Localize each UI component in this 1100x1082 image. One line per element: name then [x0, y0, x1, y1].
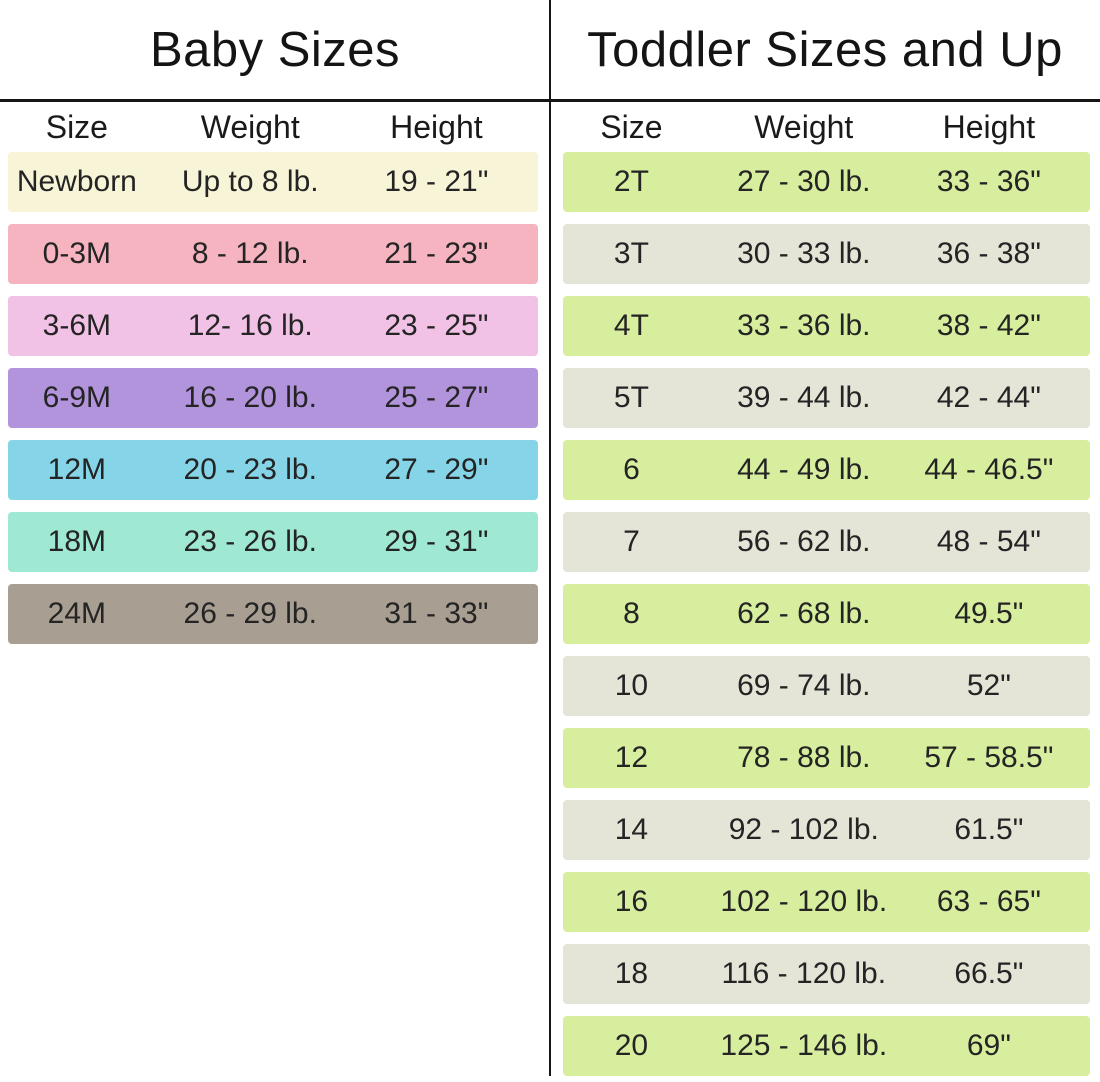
cell-height: 38 - 42"	[936, 309, 1041, 342]
cell-weight: 23 - 26 lb.	[183, 525, 317, 558]
table-row: 20 125 - 146 lb. 69"	[563, 1016, 1090, 1076]
cell-weight: 116 - 120 lb.	[721, 957, 887, 990]
toddler-column-headers: Size Weight Height	[563, 102, 1090, 152]
cell-size: 18M	[47, 525, 107, 558]
table-row: 14 92 - 102 lb. 61.5"	[563, 800, 1090, 860]
cell-weight: 62 - 68 lb.	[737, 597, 871, 630]
cell-size: 12	[614, 741, 649, 774]
baby-header-size: Size	[45, 108, 108, 145]
table-row: 6 44 - 49 lb. 44 - 46.5"	[563, 440, 1090, 500]
baby-rows: Newborn Up to 8 lb. 19 - 21" 0-3M 8 - 12 lb.…	[8, 152, 538, 644]
cell-height: 31 - 33"	[384, 597, 489, 630]
cell-height: 63 - 65"	[936, 885, 1041, 918]
cell-size: 5T	[613, 381, 649, 414]
cell-height: 36 - 38"	[936, 237, 1041, 270]
cell-weight: 16 - 20 lb.	[183, 381, 317, 414]
cell-size: 4T	[613, 309, 649, 342]
table-row: 7 56 - 62 lb. 48 - 54"	[563, 512, 1090, 572]
cell-size: 3-6M	[42, 309, 112, 342]
cell-weight: 20 - 23 lb.	[183, 453, 317, 486]
cell-size: 24M	[47, 597, 107, 630]
baby-sizes-panel: Baby Sizes Size Weight Height Newborn Up …	[8, 22, 538, 644]
baby-header-height: Height	[390, 108, 483, 145]
table-row: 12 78 - 88 lb. 57 - 58.5"	[563, 728, 1090, 788]
table-row: 3T 30 - 33 lb. 36 - 38"	[563, 224, 1090, 284]
cell-size: 6-9M	[42, 381, 112, 414]
cell-height: 49.5"	[954, 597, 1024, 630]
cell-weight: 56 - 62 lb.	[737, 525, 871, 558]
cell-size: 14	[614, 813, 649, 846]
cell-height: 42 - 44"	[936, 381, 1041, 414]
cell-weight: 26 - 29 lb.	[183, 597, 317, 630]
cell-weight: 33 - 36 lb.	[737, 309, 871, 342]
vertical-divider	[549, 0, 551, 1076]
table-row: 18 116 - 120 lb. 66.5"	[563, 944, 1090, 1004]
cell-height: 61.5"	[954, 813, 1024, 846]
cell-size: 7	[623, 525, 640, 558]
cell-height: 27 - 29"	[384, 453, 489, 486]
cell-height: 21 - 23"	[384, 237, 489, 270]
table-row: 3-6M 12- 16 lb. 23 - 25"	[8, 296, 538, 356]
table-row: 4T 33 - 36 lb. 38 - 42"	[563, 296, 1090, 356]
cell-weight: 12- 16 lb.	[187, 309, 313, 342]
table-row: 16 102 - 120 lb. 63 - 65"	[563, 872, 1090, 932]
cell-size: 2T	[613, 165, 649, 198]
cell-height: 48 - 54"	[936, 525, 1041, 558]
cell-height: 33 - 36"	[936, 165, 1041, 198]
table-row: 8 62 - 68 lb. 49.5"	[563, 584, 1090, 644]
cell-weight: 39 - 44 lb.	[737, 381, 871, 414]
baby-column-headers: Size Weight Height	[8, 102, 538, 152]
toddler-header-size: Size	[600, 108, 663, 145]
cell-size: 16	[614, 885, 649, 918]
table-row: 24M 26 - 29 lb. 31 - 33"	[8, 584, 538, 644]
cell-weight: 44 - 49 lb.	[737, 453, 871, 486]
baby-sizes-title: Baby Sizes	[149, 22, 401, 77]
toddler-sizes-title: Toddler Sizes and Up	[587, 22, 1063, 77]
cell-weight: 27 - 30 lb.	[737, 165, 871, 198]
table-row: Newborn Up to 8 lb. 19 - 21"	[8, 152, 538, 212]
toddler-header-weight: Weight	[754, 108, 854, 145]
table-row: 10 69 - 74 lb. 52"	[563, 656, 1090, 716]
cell-weight: Up to 8 lb.	[181, 165, 319, 198]
cell-size: 10	[614, 669, 649, 702]
cell-height: 25 - 27"	[384, 381, 489, 414]
cell-size: 8	[623, 597, 640, 630]
table-row: 5T 39 - 44 lb. 42 - 44"	[563, 368, 1090, 428]
cell-height: 19 - 21"	[384, 165, 489, 198]
cell-height: 29 - 31"	[384, 525, 489, 558]
header-rule	[0, 99, 1100, 102]
cell-weight: 78 - 88 lb.	[737, 741, 871, 774]
cell-height: 66.5"	[954, 957, 1024, 990]
table-row: 18M 23 - 26 lb. 29 - 31"	[8, 512, 538, 572]
cell-size: 6	[623, 453, 640, 486]
cell-height: 52"	[966, 669, 1011, 702]
table-row: 0-3M 8 - 12 lb. 21 - 23"	[8, 224, 538, 284]
cell-size: 0-3M	[42, 237, 112, 270]
baby-header-weight: Weight	[200, 108, 300, 145]
toddler-header-height: Height	[942, 108, 1036, 145]
cell-size: 20	[614, 1029, 649, 1062]
table-row: 12M 20 - 23 lb. 27 - 29"	[8, 440, 538, 500]
cell-weight: 8 - 12 lb.	[191, 237, 309, 270]
cell-height: 44 - 46.5"	[924, 453, 1054, 486]
cell-weight: 30 - 33 lb.	[737, 237, 871, 270]
cell-weight: 92 - 102 lb.	[728, 813, 879, 846]
cell-size: 3T	[613, 237, 649, 270]
cell-height: 23 - 25"	[384, 309, 489, 342]
cell-weight: 102 - 120 lb.	[720, 885, 888, 918]
cell-size: Newborn	[16, 165, 137, 198]
cell-size: 18	[614, 957, 649, 990]
cell-height: 57 - 58.5"	[924, 741, 1054, 774]
cell-size: 12M	[47, 453, 107, 486]
cell-height: 69"	[966, 1029, 1011, 1062]
table-row: 2T 27 - 30 lb. 33 - 36"	[563, 152, 1090, 212]
toddler-rows: 2T 27 - 30 lb. 33 - 36" 3T 30 - 33 lb. 36 - 3…	[563, 152, 1090, 1076]
cell-weight: 125 - 146 lb.	[720, 1029, 888, 1062]
toddler-sizes-panel: Toddler Sizes and Up Size Weight Height …	[550, 0, 1100, 1082]
table-row: 6-9M 16 - 20 lb. 25 - 27"	[8, 368, 538, 428]
cell-weight: 69 - 74 lb.	[737, 669, 871, 702]
